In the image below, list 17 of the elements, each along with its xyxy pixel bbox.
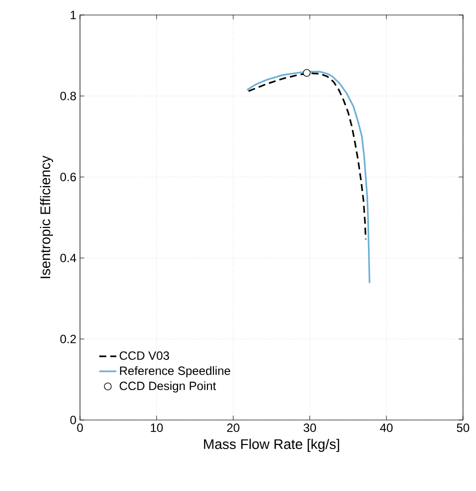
- legend-label: Reference Speedline: [120, 366, 230, 378]
- y-tick-label: 1: [70, 10, 76, 20]
- x-tick-label: 10: [150, 424, 163, 432]
- y-axis-title: Isentropic Efficiency: [40, 156, 54, 278]
- legend-label: CCD V03: [120, 351, 170, 360]
- x-tick-label: 50: [456, 424, 470, 432]
- x-axis-title: Mass Flow Rate [kg/s]: [204, 438, 340, 452]
- x-tick-label: 0: [77, 424, 83, 432]
- x-tick-label: 30: [304, 424, 316, 432]
- y-tick-label: 0.6: [60, 172, 76, 182]
- y-tick-label: 0.8: [60, 92, 76, 100]
- x-tick-label: 20: [227, 424, 240, 432]
- legend-label: CCD Design Point: [120, 381, 216, 393]
- x-tick-label: 40: [380, 424, 393, 432]
- y-tick-label: 0.2: [60, 334, 76, 344]
- y-tick-label: 0: [70, 416, 76, 424]
- y-tick-label: 0.4: [60, 254, 76, 262]
